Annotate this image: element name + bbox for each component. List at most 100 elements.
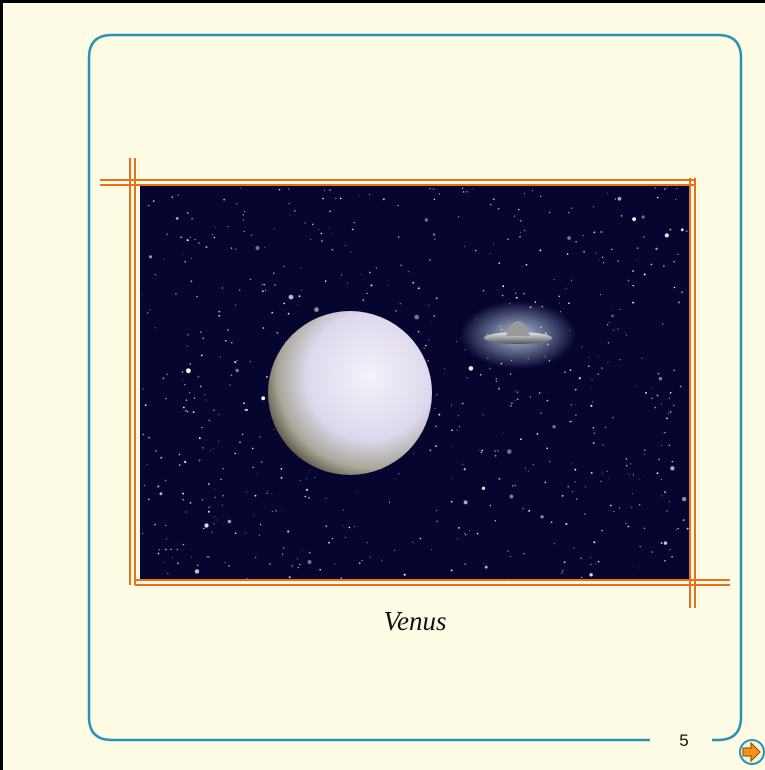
star <box>288 188 289 189</box>
star <box>326 525 328 527</box>
star <box>383 198 385 200</box>
star <box>641 358 642 359</box>
star <box>612 417 614 419</box>
star <box>165 525 166 526</box>
star <box>567 236 571 240</box>
star <box>595 252 596 253</box>
star <box>400 265 401 266</box>
star <box>436 510 437 511</box>
star <box>289 576 291 578</box>
star <box>607 193 608 194</box>
star <box>200 332 201 333</box>
star <box>661 495 662 496</box>
star <box>464 533 465 534</box>
star <box>667 510 668 511</box>
star <box>503 432 504 433</box>
star <box>593 541 595 543</box>
star <box>619 507 620 508</box>
star <box>483 290 484 291</box>
star <box>526 264 528 266</box>
star <box>539 392 541 394</box>
star <box>218 414 219 415</box>
star <box>655 407 657 409</box>
star <box>605 427 607 429</box>
star <box>512 485 514 487</box>
star <box>575 389 577 391</box>
star <box>155 450 157 452</box>
star <box>420 538 422 540</box>
star <box>236 369 239 372</box>
star <box>575 481 576 482</box>
star <box>201 427 203 429</box>
star <box>172 557 173 558</box>
star <box>467 377 468 378</box>
star <box>208 556 209 557</box>
star <box>425 218 428 221</box>
star <box>332 249 334 251</box>
star <box>235 453 236 454</box>
star <box>175 293 176 294</box>
star <box>298 567 299 568</box>
star <box>632 217 636 221</box>
star <box>436 394 437 395</box>
star <box>636 386 637 387</box>
image <box>140 186 690 580</box>
star <box>182 371 184 373</box>
star <box>324 190 325 191</box>
star <box>190 237 191 238</box>
star <box>589 357 590 358</box>
star <box>334 563 335 564</box>
star <box>213 448 214 449</box>
star <box>154 524 156 526</box>
star <box>632 493 633 494</box>
star <box>520 220 522 222</box>
star <box>274 284 276 286</box>
star <box>283 547 285 549</box>
star <box>359 562 361 564</box>
star <box>629 474 630 475</box>
star <box>189 392 190 393</box>
star <box>204 523 208 527</box>
star <box>651 264 653 266</box>
star <box>211 532 212 533</box>
star <box>640 479 641 480</box>
star <box>147 312 149 314</box>
star <box>290 215 291 216</box>
star <box>191 258 192 259</box>
star <box>343 510 344 511</box>
star <box>481 452 483 454</box>
star <box>147 464 148 465</box>
star <box>183 407 185 409</box>
star <box>418 287 420 289</box>
star <box>267 492 268 493</box>
star <box>429 450 431 452</box>
star <box>618 197 622 201</box>
star <box>583 235 584 236</box>
star <box>682 497 686 501</box>
star <box>243 214 244 215</box>
star <box>638 568 639 569</box>
star <box>186 368 191 373</box>
star <box>306 478 307 479</box>
star <box>300 480 301 481</box>
star <box>157 486 159 488</box>
star <box>160 457 162 459</box>
star <box>198 376 200 378</box>
star <box>264 284 265 285</box>
next-button[interactable] <box>740 740 764 764</box>
star <box>665 233 669 237</box>
star <box>528 471 529 472</box>
star <box>425 345 427 347</box>
star <box>515 390 516 391</box>
star <box>253 515 254 516</box>
star <box>329 228 330 229</box>
star <box>256 473 257 474</box>
star <box>434 408 435 409</box>
star <box>626 335 627 336</box>
star <box>148 499 150 501</box>
star <box>297 558 298 559</box>
star <box>489 368 490 369</box>
star <box>457 430 458 431</box>
star <box>269 563 271 565</box>
star <box>191 218 193 220</box>
